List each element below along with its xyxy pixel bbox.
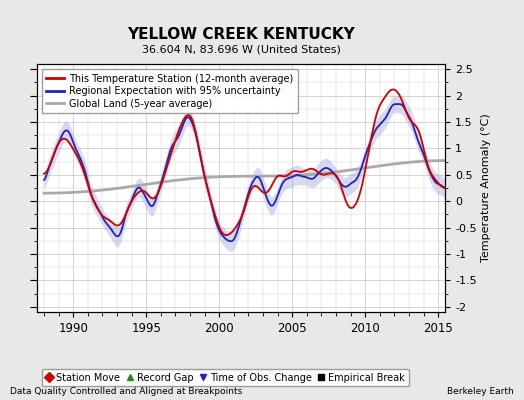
Text: YELLOW CREEK KENTUCKY: YELLOW CREEK KENTUCKY bbox=[127, 27, 355, 42]
Y-axis label: Temperature Anomaly (°C): Temperature Anomaly (°C) bbox=[481, 114, 491, 262]
Text: Berkeley Earth: Berkeley Earth bbox=[447, 387, 514, 396]
Text: Data Quality Controlled and Aligned at Breakpoints: Data Quality Controlled and Aligned at B… bbox=[10, 387, 243, 396]
Text: 36.604 N, 83.696 W (United States): 36.604 N, 83.696 W (United States) bbox=[141, 44, 341, 54]
Legend: Station Move, Record Gap, Time of Obs. Change, Empirical Break: Station Move, Record Gap, Time of Obs. C… bbox=[41, 369, 409, 386]
